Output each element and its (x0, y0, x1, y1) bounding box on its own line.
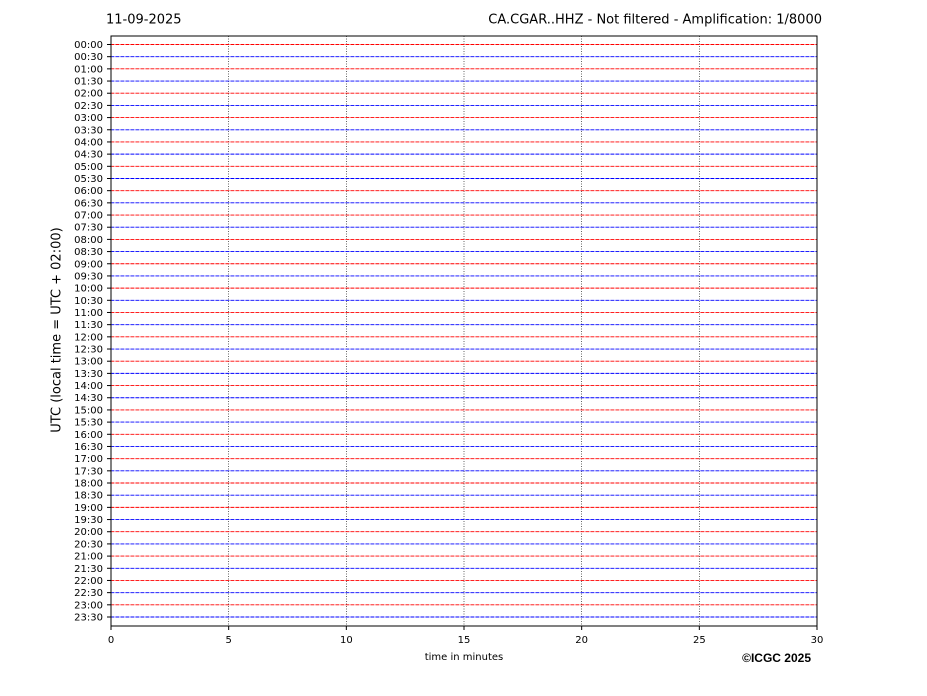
y-tick-label: 05:00 (74, 162, 103, 173)
y-tick-label: 08:30 (74, 247, 103, 258)
x-tick-label: 5 (225, 635, 231, 646)
y-tick-label: 06:00 (74, 186, 103, 197)
y-tick-label: 05:30 (74, 174, 103, 185)
x-axis-label: time in minutes (425, 652, 504, 663)
y-tick-label: 20:00 (74, 527, 103, 538)
y-tick-label: 03:00 (74, 113, 103, 124)
y-tick-label: 16:30 (74, 442, 103, 453)
y-tick-label: 20:30 (74, 539, 103, 550)
y-tick-label: 22:00 (74, 576, 103, 587)
x-tick-label: 0 (108, 635, 114, 646)
y-tick-label: 13:30 (74, 369, 103, 380)
y-tick-label: 14:00 (74, 381, 103, 392)
y-tick-label: 17:00 (74, 454, 103, 465)
y-tick-label: 11:30 (74, 320, 103, 331)
y-tick-label: 18:00 (74, 479, 103, 490)
y-tick-label: 10:30 (74, 296, 103, 307)
y-tick-label: 13:00 (74, 357, 103, 368)
y-tick-label: 02:00 (74, 89, 103, 100)
x-tick-label: 20 (575, 635, 588, 646)
credit: ©ICGC 2025 (742, 651, 811, 665)
chart-title-right: CA.CGAR..HHZ - Not filtered - Amplificat… (488, 13, 822, 28)
y-tick-label: 12:30 (74, 345, 103, 356)
y-tick-label: 04:00 (74, 137, 103, 148)
y-tick-label: 15:00 (74, 405, 103, 416)
y-tick-label: 19:00 (74, 503, 103, 514)
y-tick-label: 11:00 (74, 308, 103, 319)
x-tick-label: 25 (693, 635, 706, 646)
y-tick-label: 23:00 (74, 600, 103, 611)
y-tick-label: 06:30 (74, 198, 103, 209)
y-axis-label: UTC (local time = UTC + 02:00) (50, 227, 65, 432)
y-tick-label: 03:30 (74, 125, 103, 136)
y-tick-label: 02:30 (74, 101, 103, 112)
y-tick-label: 01:30 (74, 77, 103, 88)
y-tick-label: 09:30 (74, 271, 103, 282)
y-tick-label: 00:00 (74, 40, 103, 51)
y-tick-label: 00:30 (74, 52, 103, 63)
y-tick-label: 07:00 (74, 211, 103, 222)
x-tick-label: 30 (811, 635, 824, 646)
y-tick-label: 21:30 (74, 564, 103, 575)
y-tick-label: 07:30 (74, 223, 103, 234)
y-tick-label: 12:00 (74, 332, 103, 343)
y-tick-label: 09:00 (74, 259, 103, 270)
x-tick-label: 15 (458, 635, 471, 646)
y-tick-label: 18:30 (74, 491, 103, 502)
y-tick-label: 21:00 (74, 552, 103, 563)
x-tick-label: 10 (340, 635, 353, 646)
y-tick-label: 10:00 (74, 284, 103, 295)
y-tick-label: 16:00 (74, 430, 103, 441)
plot-frame (110, 35, 818, 627)
y-tick-label: 23:30 (74, 613, 103, 624)
y-tick-label: 15:30 (74, 418, 103, 429)
y-tick-label: 17:30 (74, 466, 103, 477)
y-tick-label: 22:30 (74, 588, 103, 599)
chart-title-left: 11-09-2025 (106, 13, 182, 28)
y-tick-label: 04:30 (74, 150, 103, 161)
y-tick-label: 14:30 (74, 393, 103, 404)
y-tick-label: 08:00 (74, 235, 103, 246)
y-tick-label: 01:00 (74, 64, 103, 75)
y-tick-label: 19:30 (74, 515, 103, 526)
